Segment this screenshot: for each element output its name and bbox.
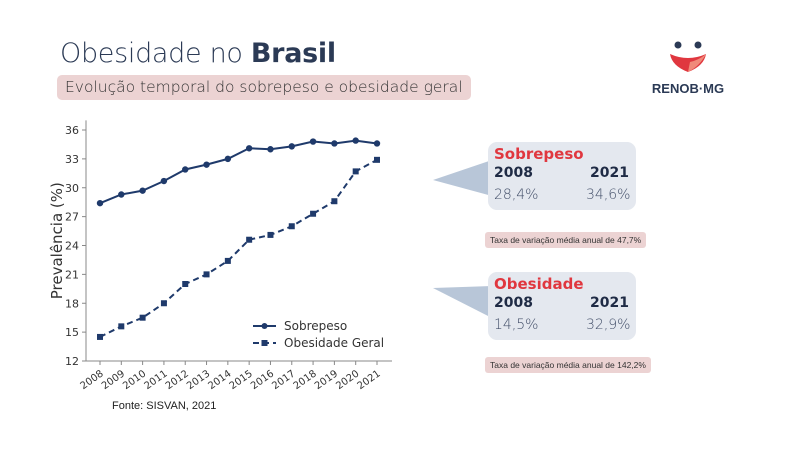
data-point xyxy=(160,300,167,307)
data-point xyxy=(352,137,359,144)
x-tick-label: 2009 xyxy=(100,368,127,392)
callout-year-start: 2008 xyxy=(494,295,533,311)
data-point xyxy=(139,187,146,194)
callout-title: Sobrepeso xyxy=(494,145,584,163)
title-bold: Brasil xyxy=(250,38,336,69)
data-point xyxy=(267,231,274,238)
subtitle: Evolução temporal do sobrepeso e obesida… xyxy=(57,75,471,100)
series-line-sobrepeso xyxy=(99,139,378,205)
data-point xyxy=(246,236,253,243)
callout-value-start: 28,4% xyxy=(494,187,539,203)
renob-logo: RENOB·MG xyxy=(648,40,728,96)
callout-year-start: 2008 xyxy=(494,165,533,181)
data-point xyxy=(245,145,253,152)
data-point xyxy=(96,199,104,207)
logo-text: RENOB·MG xyxy=(651,81,725,96)
data-point xyxy=(182,281,189,287)
x-tick-label: 2013 xyxy=(185,368,212,392)
x-tick-label: 2010 xyxy=(121,368,148,392)
data-point xyxy=(309,138,317,145)
y-tick-label: 12 xyxy=(65,355,79,368)
data-point xyxy=(118,191,125,198)
y-tick-label: 21 xyxy=(65,268,79,281)
source-text: Fonte: SISVAN, 2021 xyxy=(112,400,217,412)
note-obesidade: Taxa de variação média anual de 142,2% xyxy=(485,357,651,373)
data-point xyxy=(288,143,295,150)
x-tick-label: 2008 xyxy=(79,368,106,392)
data-point xyxy=(352,168,359,175)
callout-year-end: 2021 xyxy=(590,165,629,181)
data-point xyxy=(203,161,210,168)
note-sobrepeso: Taxa de variação média anual de 47,7% xyxy=(485,232,647,248)
data-point xyxy=(182,166,189,173)
y-tick-label: 15 xyxy=(65,326,79,339)
x-tick-label: 2012 xyxy=(164,368,191,392)
data-point xyxy=(374,156,380,163)
x-tick-label: 2020 xyxy=(334,368,361,392)
x-tick-label: 2016 xyxy=(249,368,276,392)
callout-title: Obesidade xyxy=(494,275,584,293)
data-point xyxy=(160,177,168,185)
title-light: Obesidade no xyxy=(60,38,251,69)
x-tick-label: 2018 xyxy=(292,368,319,392)
data-point xyxy=(331,198,338,205)
data-point xyxy=(331,140,338,147)
callout-obesidade: Obesidade 2008 2021 14,5% 32,9% xyxy=(488,272,636,340)
data-point xyxy=(203,271,210,278)
data-point xyxy=(97,333,103,340)
legend-label: Obesidade Geral xyxy=(284,336,384,350)
data-point xyxy=(267,146,274,153)
x-tick-label: 2011 xyxy=(142,368,169,392)
callout-value-start: 14,5% xyxy=(494,317,539,333)
y-tick-label: 24 xyxy=(65,240,79,253)
x-tick-label: 2019 xyxy=(313,368,340,392)
callout-year-end: 2021 xyxy=(590,295,629,311)
data-point xyxy=(310,210,317,217)
legend-marker xyxy=(261,340,268,346)
x-tick-label: 2017 xyxy=(270,368,297,392)
smile-heart-icon xyxy=(670,41,706,72)
series-line-obesidade xyxy=(99,158,378,338)
y-tick-label: 30 xyxy=(65,182,79,195)
y-tick-label: 27 xyxy=(65,211,79,224)
data-point xyxy=(139,314,146,321)
data-point xyxy=(373,140,381,147)
callout-value-end: 32,9% xyxy=(586,317,631,333)
data-point xyxy=(118,323,125,330)
data-point xyxy=(224,257,231,264)
y-axis-label: Prevalência (%) xyxy=(48,182,66,299)
data-point xyxy=(288,223,295,230)
y-tick-label: 36 xyxy=(65,124,79,137)
x-tick-label: 2015 xyxy=(228,368,255,392)
y-tick-label: 33 xyxy=(65,153,79,166)
x-tick-label: 2014 xyxy=(206,368,233,392)
callout-value-end: 34,6% xyxy=(586,187,631,203)
legend-marker xyxy=(261,323,268,329)
x-tick-label: 2021 xyxy=(356,368,383,392)
page-title: Obesidade no Brasil xyxy=(60,38,336,69)
y-tick-label: 18 xyxy=(65,297,79,310)
legend-label: Sobrepeso xyxy=(284,319,347,333)
data-point xyxy=(224,155,232,163)
callout-sobrepeso: Sobrepeso 2008 2021 28,4% 34,6% xyxy=(488,142,636,210)
